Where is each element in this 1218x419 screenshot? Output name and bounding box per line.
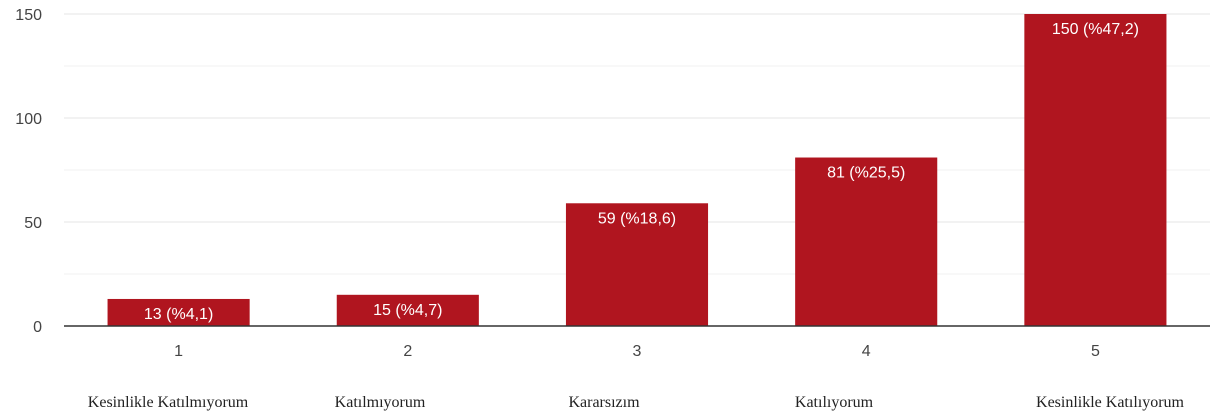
x-tick-label: 2 [403, 343, 412, 360]
bar-value-label: 15 (%4,7) [373, 302, 442, 319]
category-text: Kesinlikle Katılmıyorum [87, 394, 249, 411]
bar [795, 157, 938, 326]
y-tick-label: 150 [15, 7, 42, 24]
bar [565, 203, 709, 326]
bar-value-label: 81 (%25,5) [827, 165, 905, 182]
bar-value-label: 150 (%47,2) [1052, 21, 1139, 38]
category-text: Katılmıyorum [334, 394, 426, 411]
x-tick-label: 1 [174, 343, 183, 360]
bar [107, 298, 250, 326]
y-tick-label: 50 [24, 215, 42, 232]
category-text: Kesinlikle Katılıyorum [1036, 394, 1184, 411]
x-tick-label: 3 [633, 343, 642, 360]
bar [336, 294, 479, 326]
x-axis-ticks: 1 2 3 4 5 [174, 343, 1100, 360]
bar-value-label: 59 (%18,6) [598, 210, 676, 227]
gridlines [64, 13, 1210, 275]
category-text: Kararsızım [568, 394, 640, 411]
bars: 13 (%4,1) 15 (%4,7) 59 (%18,6) 81 (%25,5) 15… [107, 14, 1167, 326]
bar-value-label: 13 (%4,1) [144, 306, 213, 323]
bar [1024, 14, 1167, 326]
y-axis-ticks: 0 50 100 150 [15, 7, 42, 336]
category-text: Katılıyorum [794, 394, 874, 411]
x-tick-label: 4 [862, 343, 871, 360]
x-tick-label: 5 [1091, 343, 1100, 360]
y-tick-label: 100 [15, 111, 42, 128]
y-tick-label: 0 [33, 319, 42, 336]
